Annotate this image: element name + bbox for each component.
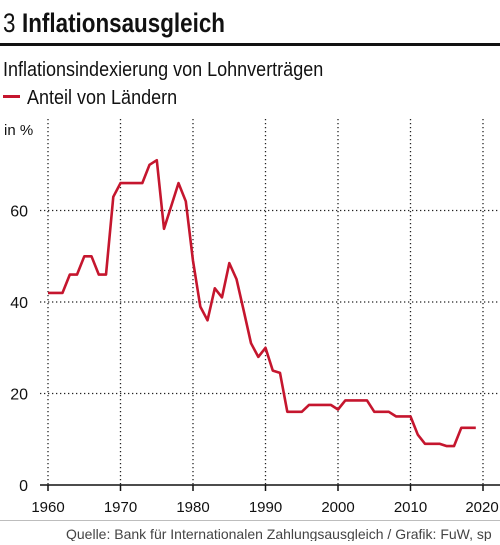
chart-subtitle: Inflationsindexierung von Lohnverträgen bbox=[3, 59, 324, 81]
figure-number: 3 bbox=[3, 8, 16, 38]
y-axis-unit-label: in % bbox=[4, 122, 34, 139]
x-tick-label: 2000 bbox=[321, 499, 354, 516]
legend-swatch bbox=[3, 95, 20, 98]
x-tick-label: 2020 bbox=[465, 499, 498, 516]
x-tick-label: 1990 bbox=[249, 499, 282, 516]
title-rule bbox=[0, 43, 500, 46]
y-tick-label: 40 bbox=[10, 295, 28, 312]
legend-label: Anteil von Ländern bbox=[27, 87, 178, 109]
y-tick-label: 20 bbox=[10, 387, 28, 404]
source-divider bbox=[0, 520, 500, 521]
chart-title: Inflationsausgleich bbox=[22, 8, 225, 38]
source-note: Quelle: Bank für Internationalen Zahlung… bbox=[66, 527, 492, 541]
y-tick-label: 60 bbox=[10, 204, 28, 221]
x-tick-label: 2010 bbox=[394, 499, 427, 516]
y-tick-label: 0 bbox=[19, 478, 28, 495]
x-tick-label: 1970 bbox=[104, 499, 137, 516]
x-tick-label: 1960 bbox=[31, 499, 64, 516]
grid bbox=[40, 119, 500, 485]
series-line bbox=[48, 158, 476, 448]
x-tick-label: 1980 bbox=[176, 499, 209, 516]
